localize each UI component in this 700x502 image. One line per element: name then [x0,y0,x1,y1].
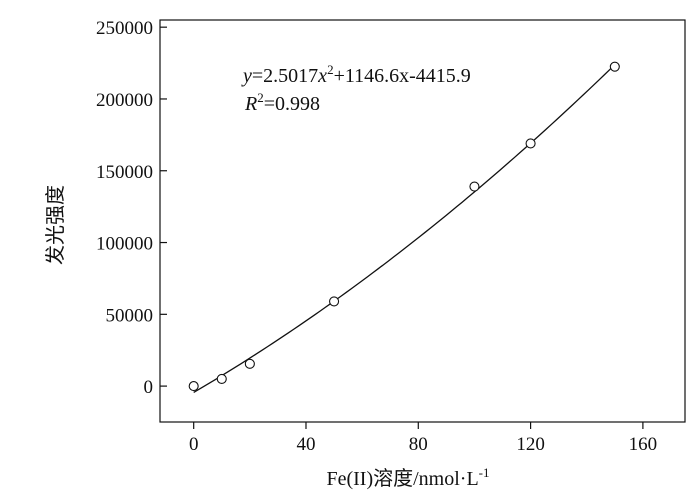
x-axis-title-main: Fe(II)溶度/nmol·L [326,467,478,490]
y-tick-label: 150000 [96,162,153,183]
r-superscript: 2 [257,90,264,105]
r-symbol: R [244,93,257,115]
equation-rest: +1146.6x-4415.9 [334,65,471,87]
y-tick-label: 100000 [96,234,153,255]
data-point [525,138,536,149]
y-tick-label: 0 [144,377,154,398]
y-tick-label: 50000 [106,305,154,326]
y-axis: 0 50000 100000 150000 200000 250000 [96,18,167,398]
data-point [216,373,227,384]
x-tick-label: 120 [516,434,545,455]
r-squared-label: R2=0.998 [244,90,320,115]
equation-label: y=2.5017x2+1146.6x-4415.9 [241,62,471,87]
equation-y: y [241,65,252,87]
x-tick-label: 40 [296,434,315,455]
fit-curve [193,64,616,394]
y-axis-title: 发光强度 [44,185,67,265]
x-axis-title-superscript: -1 [479,465,490,480]
plot-border [159,19,686,423]
x-axis: 0 40 80 120 160 [189,422,657,455]
y-tick-label: 250000 [96,18,153,39]
r-value: =0.998 [264,93,320,115]
data-point [609,61,620,72]
equation-body: =2.5017 [252,65,318,87]
x-axis-title: Fe(II)溶度/nmol·L-1 [326,465,489,490]
x-tick-label: 0 [189,434,199,455]
data-point [188,381,199,392]
data-points [188,61,620,392]
data-point [469,181,480,192]
x-tick-label: 80 [409,434,428,455]
data-point [244,358,255,369]
equation-x: x [317,65,327,87]
data-point [329,296,340,307]
x-tick-label: 160 [629,434,658,455]
y-tick-label: 200000 [96,90,153,111]
equation-superscript: 2 [327,62,334,77]
plot-frame [159,19,686,423]
fit-curve-group [193,64,616,394]
